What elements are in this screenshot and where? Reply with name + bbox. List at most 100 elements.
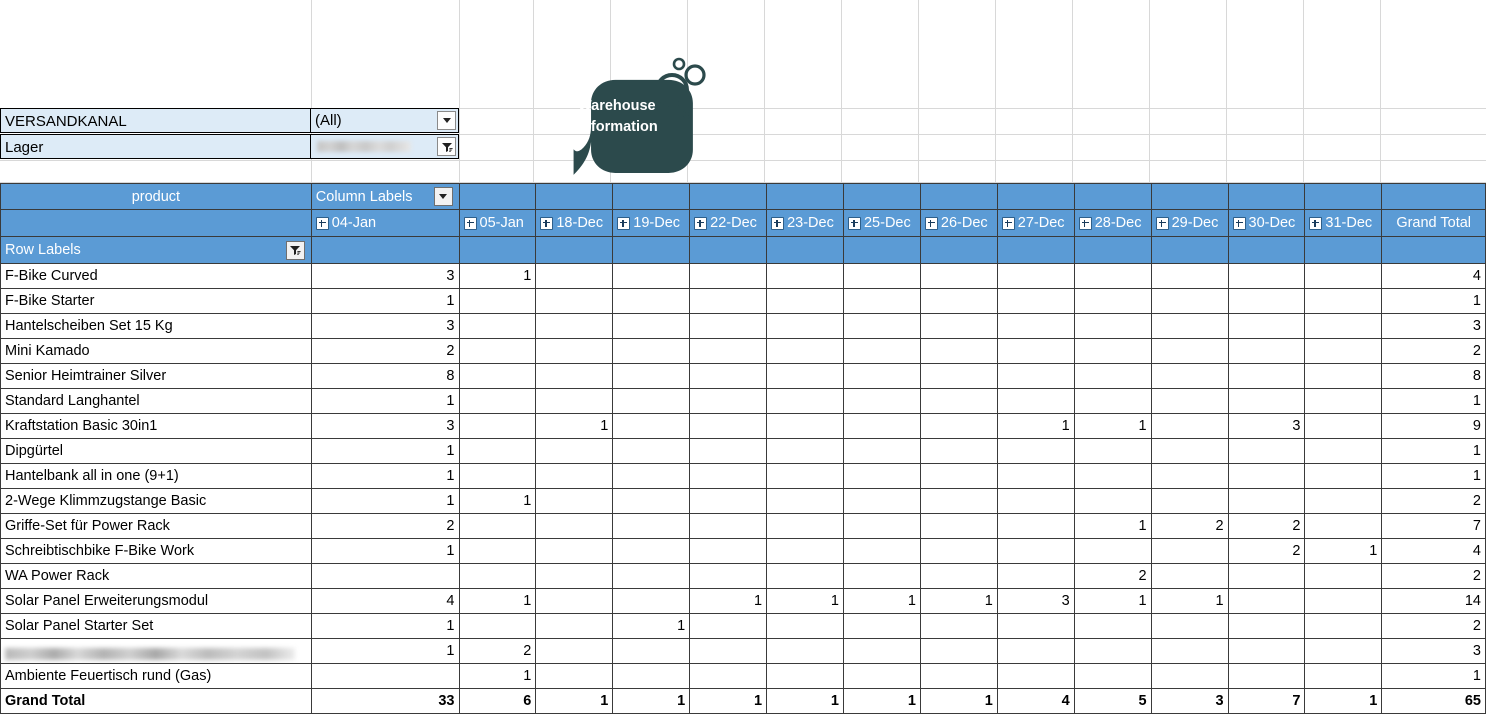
value-cell[interactable] [1150, 388, 1229, 414]
value-cell[interactable] [1150, 413, 1229, 439]
value-cell[interactable]: 1 [310, 488, 460, 514]
row-label-cell[interactable]: Mini Kamado [0, 338, 312, 364]
value-cell[interactable] [919, 638, 998, 664]
value-cell[interactable] [310, 563, 460, 589]
value-cell[interactable]: 1 [310, 438, 460, 464]
value-cell[interactable]: 1 [458, 663, 537, 689]
row-total-cell[interactable]: 7 [1381, 513, 1486, 539]
value-cell[interactable] [458, 388, 537, 414]
value-cell[interactable] [996, 388, 1075, 414]
row-label-cell[interactable]: Griffe-Set für Power Rack [0, 513, 312, 539]
value-cell[interactable] [1227, 563, 1306, 589]
value-cell[interactable]: 1 [310, 638, 460, 664]
value-cell[interactable] [996, 563, 1075, 589]
value-cell[interactable] [842, 363, 921, 389]
value-cell[interactable] [766, 463, 844, 489]
value-cell[interactable]: 2 [1073, 563, 1152, 589]
row-label-cell[interactable]: Hantelscheiben Set 15 Kg [0, 313, 312, 339]
value-cell[interactable] [1150, 638, 1229, 664]
grand-total-value-cell[interactable]: 1 [842, 688, 921, 714]
value-cell[interactable] [766, 663, 844, 689]
grand-total-value-cell[interactable]: 1 [766, 688, 844, 714]
value-cell[interactable] [919, 313, 998, 339]
expand-plus-icon[interactable] [1309, 216, 1323, 230]
row-total-cell[interactable]: 3 [1381, 313, 1486, 339]
value-cell[interactable] [458, 313, 537, 339]
value-cell[interactable]: 1 [1304, 538, 1383, 564]
filter-funnel-icon[interactable] [285, 240, 305, 260]
value-cell[interactable] [996, 663, 1075, 689]
value-cell[interactable] [458, 288, 537, 314]
value-cell[interactable] [1073, 538, 1152, 564]
row-total-cell[interactable]: 4 [1381, 263, 1486, 289]
value-cell[interactable] [996, 263, 1075, 289]
row-label-cell[interactable] [0, 638, 312, 664]
date-column-header[interactable]: 27-Dec [996, 209, 1075, 237]
value-cell[interactable]: 1 [535, 413, 614, 439]
value-cell[interactable] [766, 413, 844, 439]
filter-funnel-icon[interactable] [437, 137, 456, 156]
value-cell[interactable]: 1 [1073, 588, 1152, 614]
row-total-cell[interactable]: 1 [1381, 463, 1486, 489]
value-cell[interactable] [1227, 613, 1306, 639]
value-cell[interactable] [458, 413, 537, 439]
value-cell[interactable] [996, 288, 1075, 314]
row-labels-header[interactable]: Row Labels [0, 236, 312, 264]
expand-plus-icon[interactable] [924, 216, 938, 230]
column-labels-header[interactable]: Column Labels [310, 183, 460, 210]
date-column-header[interactable]: 22-Dec [689, 209, 768, 237]
value-cell[interactable]: 4 [310, 588, 460, 614]
value-cell[interactable] [1073, 338, 1152, 364]
row-total-cell[interactable]: 2 [1381, 563, 1486, 589]
value-cell[interactable] [842, 463, 921, 489]
value-cell[interactable] [612, 538, 691, 564]
value-cell[interactable] [1227, 588, 1306, 614]
value-cell[interactable] [1227, 388, 1306, 414]
row-total-cell[interactable]: 2 [1381, 613, 1486, 639]
grand-total-overall-cell[interactable]: 65 [1381, 688, 1486, 714]
expand-plus-icon[interactable] [315, 216, 329, 230]
filter-value-lager[interactable] [311, 134, 459, 159]
value-cell[interactable] [842, 513, 921, 539]
value-cell[interactable] [612, 488, 691, 514]
value-cell[interactable] [842, 263, 921, 289]
grand-total-value-cell[interactable]: 33 [310, 688, 460, 714]
value-cell[interactable] [689, 488, 768, 514]
value-cell[interactable] [766, 488, 844, 514]
value-cell[interactable] [1073, 663, 1152, 689]
value-cell[interactable] [1150, 463, 1229, 489]
date-column-header[interactable]: 30-Dec [1227, 209, 1306, 237]
value-cell[interactable]: 1 [310, 288, 460, 314]
value-cell[interactable] [919, 538, 998, 564]
value-cell[interactable] [919, 488, 998, 514]
row-label-cell[interactable]: Dipgürtel [0, 438, 312, 464]
value-cell[interactable] [766, 563, 844, 589]
value-cell[interactable] [1150, 313, 1229, 339]
value-cell[interactable] [766, 338, 844, 364]
value-cell[interactable]: 1 [458, 263, 537, 289]
value-cell[interactable] [1304, 663, 1383, 689]
row-total-cell[interactable]: 1 [1381, 388, 1486, 414]
value-cell[interactable] [996, 613, 1075, 639]
value-cell[interactable] [535, 463, 614, 489]
expand-plus-icon[interactable] [617, 216, 631, 230]
value-cell[interactable] [1150, 563, 1229, 589]
value-cell[interactable] [1073, 363, 1152, 389]
value-cell[interactable] [919, 413, 998, 439]
value-cell[interactable] [1304, 313, 1383, 339]
value-cell[interactable] [1073, 638, 1152, 664]
grand-total-value-cell[interactable]: 6 [458, 688, 537, 714]
value-cell[interactable] [1227, 438, 1306, 464]
value-cell[interactable] [612, 663, 691, 689]
value-cell[interactable] [919, 388, 998, 414]
value-cell[interactable]: 1 [458, 488, 537, 514]
value-cell[interactable] [612, 588, 691, 614]
value-cell[interactable] [1073, 263, 1152, 289]
value-cell[interactable]: 3 [310, 313, 460, 339]
value-cell[interactable] [689, 438, 768, 464]
value-cell[interactable] [1073, 388, 1152, 414]
value-cell[interactable] [535, 363, 614, 389]
value-cell[interactable] [766, 388, 844, 414]
value-cell[interactable] [535, 488, 614, 514]
date-column-header[interactable]: 05-Jan [458, 209, 537, 237]
